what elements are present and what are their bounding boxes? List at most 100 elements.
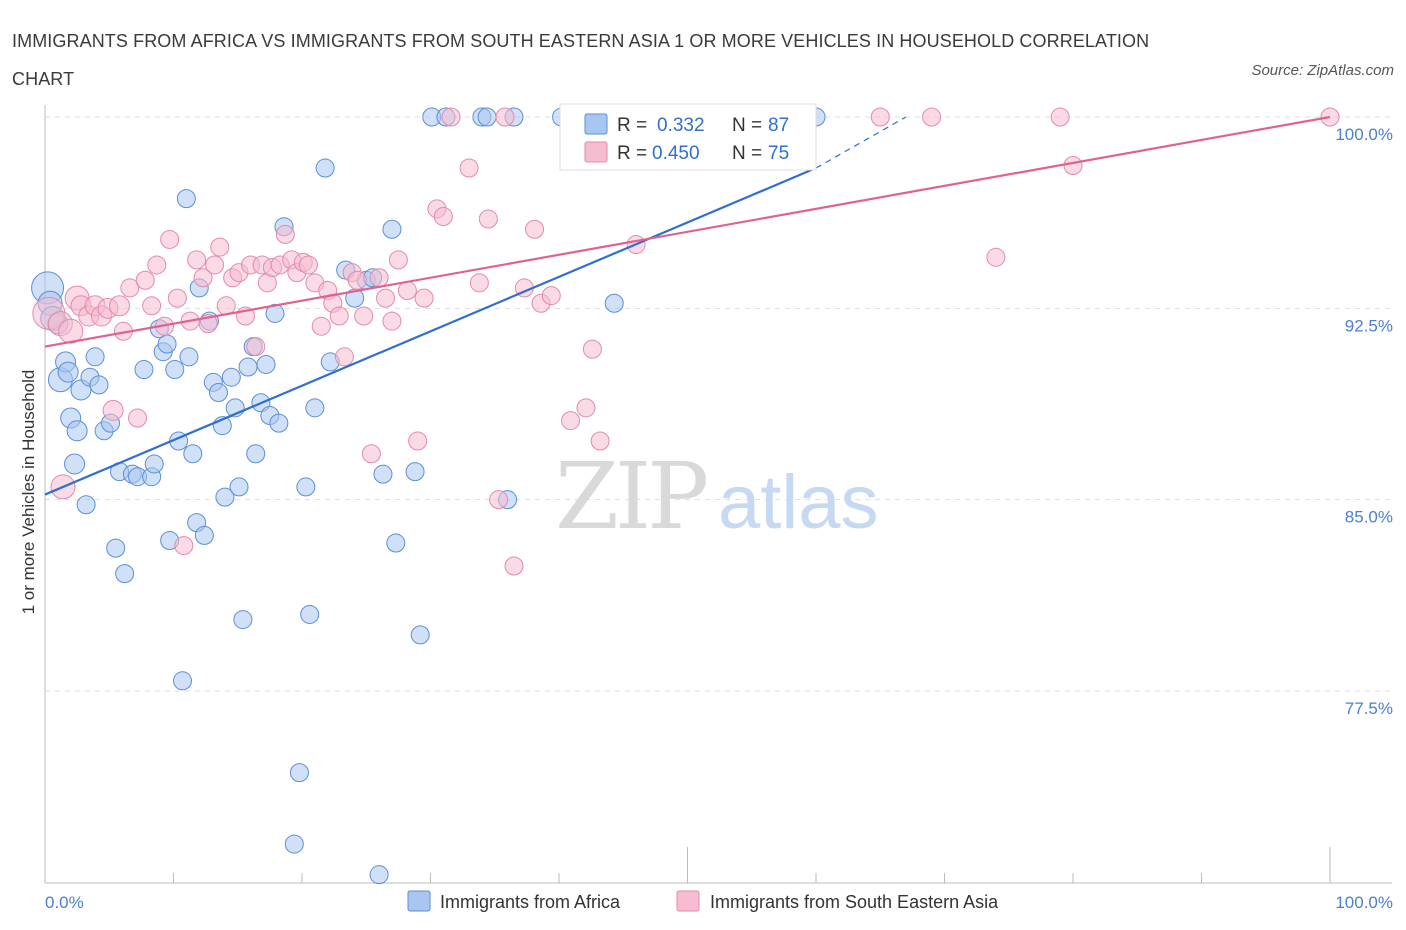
africa-point-33: [179, 347, 199, 367]
sea-point-17: [147, 255, 167, 275]
sea-point-33: [246, 337, 266, 357]
sea-point-15: [135, 270, 155, 290]
legend-swatch-africa: [584, 113, 608, 135]
sea-point-11: [109, 295, 131, 317]
africa-point-60: [305, 398, 325, 418]
trend-line-sea: [44, 115, 1331, 348]
africa-point-27: [157, 334, 177, 354]
sea-point-16: [142, 296, 162, 316]
sea-point-51: [354, 306, 374, 326]
africa-point-31: [172, 671, 192, 691]
sea-point-68: [504, 556, 524, 576]
africa-point-57: [289, 763, 309, 783]
africa-point-34: [183, 444, 203, 464]
sea-point-53: [369, 268, 389, 288]
bottom-legend-label-africa: Immigrants from Africa: [440, 892, 621, 912]
africa-point-24: [144, 454, 164, 474]
africa-point-40: [208, 383, 228, 403]
africa-point-19: [115, 564, 135, 584]
trend-line-africa-extension: [815, 116, 907, 169]
bottom-legend-label-sea: Immigrants from South Eastern Asia: [710, 892, 999, 912]
africa-point-8: [64, 453, 86, 475]
sea-point-59: [414, 288, 434, 308]
sea-point-21: [174, 536, 194, 556]
sea-point-72: [541, 286, 561, 306]
sea-point-3: [58, 318, 84, 344]
legend-r-value-africa: 0.332: [657, 115, 705, 136]
sea-point-84: [1050, 107, 1070, 127]
africa-point-67: [369, 865, 389, 885]
series-legend: Immigrants from Africa Immigrants from S…: [407, 890, 999, 912]
sea-point-66: [489, 490, 509, 510]
sea-point-42: [298, 255, 318, 275]
sea-point-67: [495, 107, 515, 127]
legend-n-value-africa: 87: [768, 115, 789, 136]
sea-point-73: [561, 411, 581, 431]
sea-point-76: [590, 431, 610, 451]
sea-point-48: [334, 347, 354, 367]
africa-point-22: [134, 360, 154, 380]
y-tick-labels: 100.0% 92.5% 85.0% 77.5%: [1335, 125, 1393, 718]
sea-point-74: [576, 398, 596, 418]
sea-point-19: [160, 229, 180, 249]
y-tick-label-1: 92.5%: [1345, 316, 1393, 335]
africa-point-37: [194, 525, 214, 545]
sea-point-75: [582, 339, 602, 359]
trend-lines: [44, 115, 1331, 496]
trend-line-africa: [44, 167, 817, 496]
sea-point-63: [459, 158, 479, 178]
africa-point-70: [386, 533, 406, 553]
sea-point-50: [347, 270, 367, 290]
africa-point-14: [89, 375, 109, 395]
sea-point-65: [478, 209, 498, 229]
africa-point-47: [238, 357, 258, 377]
sea-point-20: [167, 288, 187, 308]
africa-point-9: [66, 420, 88, 442]
africa-point-51: [256, 354, 276, 374]
africa-point-49: [246, 444, 266, 464]
africa-point-69: [382, 219, 402, 239]
sea-point-26: [205, 255, 225, 275]
legend-n-label-africa: N =: [732, 115, 762, 136]
africa-point-42: [215, 487, 235, 507]
watermark-zip: ZIP: [555, 443, 706, 550]
africa-point-17: [106, 538, 126, 558]
africa-point-13: [85, 347, 105, 367]
africa-point-32: [176, 189, 196, 209]
africa-point-61: [315, 158, 335, 178]
sea-point-54: [376, 288, 396, 308]
sea-point-81: [870, 107, 890, 127]
stats-legend: R = 0.332 N = 87 R = 0.450 N = 75: [559, 103, 817, 171]
series-africa-points: [31, 107, 826, 885]
grid-lines: [45, 116, 1392, 692]
africa-point-29: [165, 360, 185, 380]
x-tick-label-1: 100.0%: [1335, 893, 1393, 912]
africa-point-71: [405, 462, 425, 482]
africa-point-56: [284, 834, 304, 854]
series-sea-points: [32, 107, 1340, 576]
chart-title: IMMIGRANTS FROM AFRICA VS IMMIGRANTS FRO…: [12, 31, 1150, 89]
y-tick-label-3: 77.5%: [1345, 699, 1393, 718]
sea-point-64: [469, 273, 489, 293]
sea-point-52: [361, 444, 381, 464]
africa-point-11: [76, 495, 96, 515]
legend-r-label-africa: R =: [617, 115, 647, 136]
africa-point-76: [477, 107, 497, 127]
watermark-atlas: atlas: [718, 460, 879, 545]
sea-point-83: [986, 247, 1006, 267]
sea-point-58: [408, 431, 428, 451]
sea-point-38: [275, 224, 295, 244]
sea-point-56: [388, 250, 408, 270]
sea-point-27: [210, 237, 230, 257]
sea-point-24: [193, 268, 213, 288]
sea-point-61: [433, 206, 453, 226]
africa-point-59: [300, 604, 320, 624]
sea-point-82: [922, 107, 942, 127]
africa-point-68: [373, 464, 393, 484]
africa-point-58: [296, 477, 316, 497]
africa-point-46: [233, 610, 253, 630]
africa-point-72: [410, 625, 430, 645]
x-tick-label-0: 0.0%: [45, 893, 84, 912]
legend-r-label-sea: R =: [617, 143, 647, 164]
y-axis-title: 1 or more Vehicles in Household: [19, 370, 38, 615]
